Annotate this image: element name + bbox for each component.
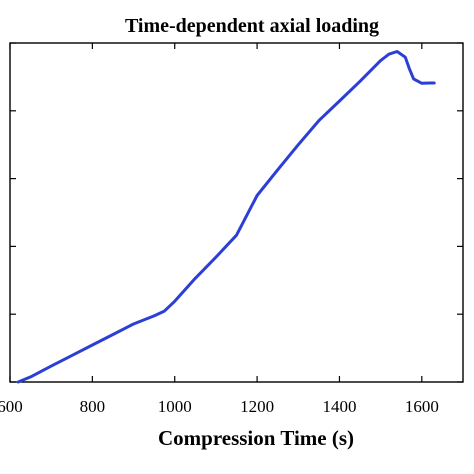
x-tick-label: 1400 [322,397,356,416]
x-axis-label: Compression Time (s) [158,426,354,450]
series-line [16,50,436,384]
x-tick-label: 1000 [158,397,192,416]
x-tick-label: 800 [80,397,106,416]
x-tick-label: 1600 [405,397,439,416]
x-tick-label: 600 [0,397,23,416]
plot-frame [9,42,464,383]
chart-title: Time-dependent axial loading [125,15,379,37]
x-tick-label: 1200 [240,397,274,416]
